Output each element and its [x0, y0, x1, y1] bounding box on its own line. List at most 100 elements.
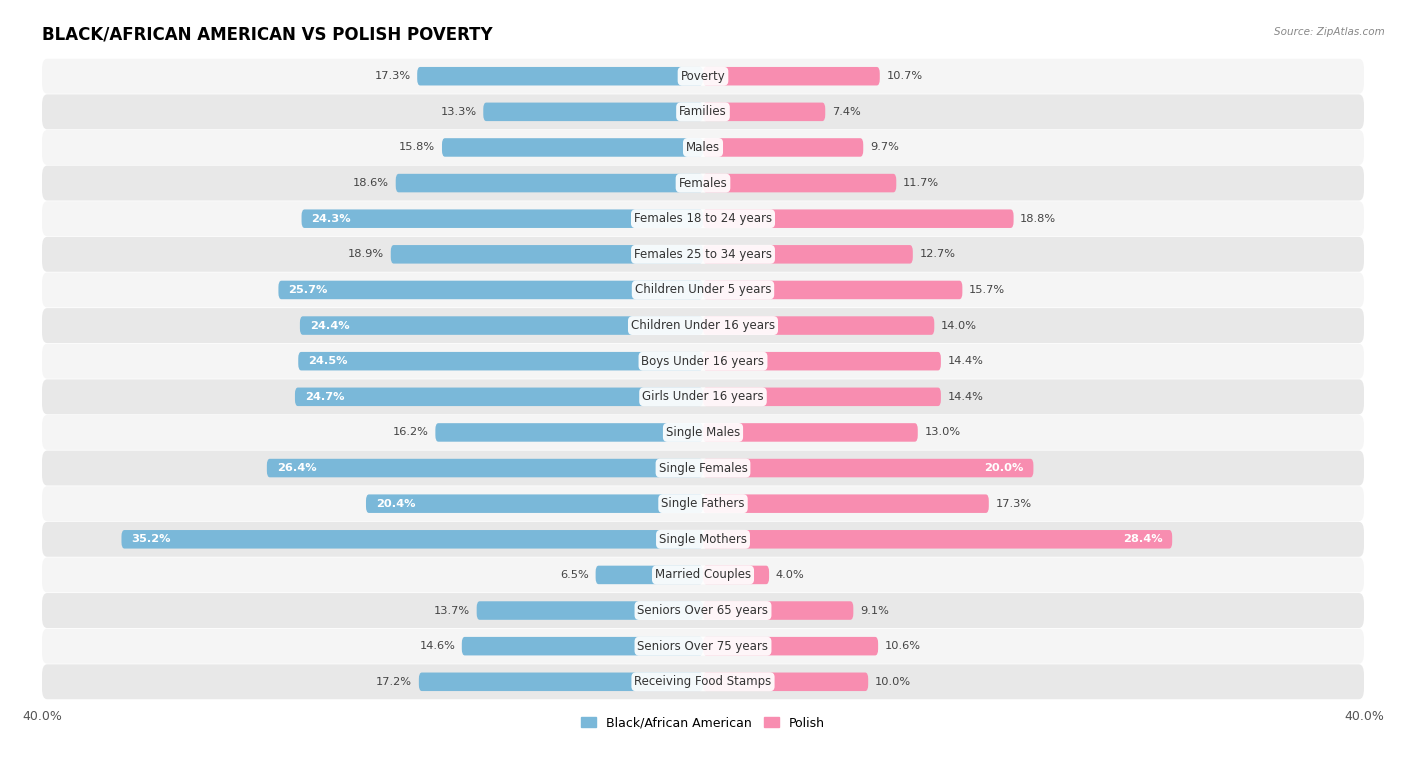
- Text: Females: Females: [679, 177, 727, 190]
- FancyBboxPatch shape: [703, 174, 896, 193]
- Text: 15.7%: 15.7%: [969, 285, 1005, 295]
- Text: Single Males: Single Males: [666, 426, 740, 439]
- FancyBboxPatch shape: [436, 423, 703, 442]
- Text: 10.0%: 10.0%: [875, 677, 911, 687]
- Text: Single Females: Single Females: [658, 462, 748, 475]
- Text: 7.4%: 7.4%: [832, 107, 860, 117]
- Text: 14.4%: 14.4%: [948, 356, 983, 366]
- FancyBboxPatch shape: [703, 138, 863, 157]
- FancyBboxPatch shape: [42, 593, 1364, 628]
- FancyBboxPatch shape: [42, 415, 1364, 450]
- FancyBboxPatch shape: [703, 209, 1014, 228]
- FancyBboxPatch shape: [484, 102, 703, 121]
- Text: 10.6%: 10.6%: [884, 641, 921, 651]
- FancyBboxPatch shape: [703, 494, 988, 513]
- Text: 17.3%: 17.3%: [995, 499, 1032, 509]
- Text: 25.7%: 25.7%: [288, 285, 328, 295]
- FancyBboxPatch shape: [42, 628, 1364, 663]
- FancyBboxPatch shape: [42, 59, 1364, 94]
- Text: Single Mothers: Single Mothers: [659, 533, 747, 546]
- FancyBboxPatch shape: [42, 308, 1364, 343]
- Text: 9.7%: 9.7%: [870, 143, 898, 152]
- Text: 35.2%: 35.2%: [131, 534, 172, 544]
- FancyBboxPatch shape: [441, 138, 703, 157]
- FancyBboxPatch shape: [461, 637, 703, 656]
- Text: 28.4%: 28.4%: [1122, 534, 1163, 544]
- Text: Married Couples: Married Couples: [655, 568, 751, 581]
- Text: 24.4%: 24.4%: [309, 321, 350, 330]
- FancyBboxPatch shape: [42, 95, 1364, 130]
- Text: 10.7%: 10.7%: [886, 71, 922, 81]
- FancyBboxPatch shape: [42, 166, 1364, 201]
- Text: 17.2%: 17.2%: [377, 677, 412, 687]
- Text: Seniors Over 65 years: Seniors Over 65 years: [637, 604, 769, 617]
- Text: 18.9%: 18.9%: [349, 249, 384, 259]
- FancyBboxPatch shape: [295, 387, 703, 406]
- FancyBboxPatch shape: [42, 379, 1364, 415]
- Text: 4.0%: 4.0%: [776, 570, 804, 580]
- FancyBboxPatch shape: [42, 272, 1364, 308]
- FancyBboxPatch shape: [703, 102, 825, 121]
- FancyBboxPatch shape: [418, 67, 703, 86]
- Text: 24.5%: 24.5%: [308, 356, 347, 366]
- Text: 14.4%: 14.4%: [948, 392, 983, 402]
- FancyBboxPatch shape: [703, 280, 962, 299]
- FancyBboxPatch shape: [703, 423, 918, 442]
- FancyBboxPatch shape: [42, 486, 1364, 522]
- Text: Single Fathers: Single Fathers: [661, 497, 745, 510]
- FancyBboxPatch shape: [42, 664, 1364, 699]
- FancyBboxPatch shape: [703, 637, 879, 656]
- Text: 6.5%: 6.5%: [560, 570, 589, 580]
- Text: Families: Families: [679, 105, 727, 118]
- Text: 26.4%: 26.4%: [277, 463, 316, 473]
- Text: 9.1%: 9.1%: [860, 606, 889, 615]
- FancyBboxPatch shape: [42, 201, 1364, 236]
- FancyBboxPatch shape: [42, 130, 1364, 165]
- Text: Seniors Over 75 years: Seniors Over 75 years: [637, 640, 769, 653]
- Text: 24.7%: 24.7%: [305, 392, 344, 402]
- FancyBboxPatch shape: [395, 174, 703, 193]
- FancyBboxPatch shape: [596, 565, 703, 584]
- FancyBboxPatch shape: [703, 67, 880, 86]
- FancyBboxPatch shape: [42, 236, 1364, 272]
- FancyBboxPatch shape: [42, 522, 1364, 557]
- FancyBboxPatch shape: [703, 352, 941, 371]
- Text: Children Under 16 years: Children Under 16 years: [631, 319, 775, 332]
- Text: 13.0%: 13.0%: [924, 428, 960, 437]
- Text: Girls Under 16 years: Girls Under 16 years: [643, 390, 763, 403]
- FancyBboxPatch shape: [703, 565, 769, 584]
- Text: Boys Under 16 years: Boys Under 16 years: [641, 355, 765, 368]
- FancyBboxPatch shape: [703, 387, 941, 406]
- Text: 14.6%: 14.6%: [419, 641, 456, 651]
- FancyBboxPatch shape: [419, 672, 703, 691]
- Text: 15.8%: 15.8%: [399, 143, 436, 152]
- Text: 13.3%: 13.3%: [440, 107, 477, 117]
- Text: Females 18 to 24 years: Females 18 to 24 years: [634, 212, 772, 225]
- Text: Poverty: Poverty: [681, 70, 725, 83]
- Text: 12.7%: 12.7%: [920, 249, 956, 259]
- Text: Receiving Food Stamps: Receiving Food Stamps: [634, 675, 772, 688]
- Text: BLACK/AFRICAN AMERICAN VS POLISH POVERTY: BLACK/AFRICAN AMERICAN VS POLISH POVERTY: [42, 25, 494, 43]
- Text: 11.7%: 11.7%: [903, 178, 939, 188]
- Text: Males: Males: [686, 141, 720, 154]
- FancyBboxPatch shape: [42, 343, 1364, 379]
- Legend: Black/African American, Polish: Black/African American, Polish: [576, 712, 830, 735]
- Text: 18.8%: 18.8%: [1021, 214, 1056, 224]
- FancyBboxPatch shape: [366, 494, 703, 513]
- Text: Children Under 5 years: Children Under 5 years: [634, 283, 772, 296]
- Text: 16.2%: 16.2%: [392, 428, 429, 437]
- FancyBboxPatch shape: [703, 530, 1173, 549]
- FancyBboxPatch shape: [477, 601, 703, 620]
- FancyBboxPatch shape: [298, 352, 703, 371]
- Text: 14.0%: 14.0%: [941, 321, 977, 330]
- FancyBboxPatch shape: [301, 209, 703, 228]
- FancyBboxPatch shape: [42, 557, 1364, 592]
- Text: 17.3%: 17.3%: [374, 71, 411, 81]
- Text: 20.4%: 20.4%: [375, 499, 415, 509]
- Text: 13.7%: 13.7%: [434, 606, 470, 615]
- FancyBboxPatch shape: [703, 672, 868, 691]
- FancyBboxPatch shape: [703, 316, 934, 335]
- FancyBboxPatch shape: [121, 530, 703, 549]
- Text: 18.6%: 18.6%: [353, 178, 389, 188]
- FancyBboxPatch shape: [703, 459, 1033, 478]
